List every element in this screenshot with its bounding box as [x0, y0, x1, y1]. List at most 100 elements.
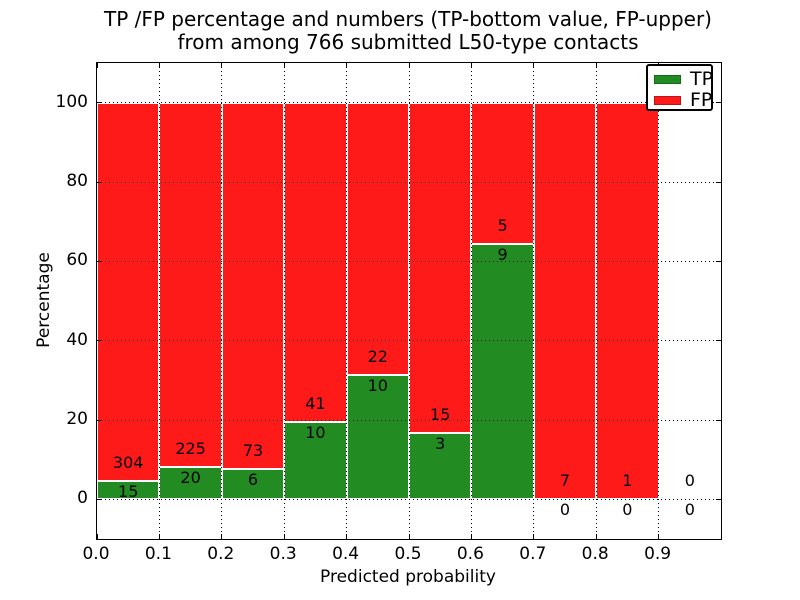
x-tick-label: 0.1 [144, 544, 172, 564]
gridline-horizontal [97, 498, 721, 500]
x-tick-mark [658, 534, 660, 539]
x-tick-mark [283, 534, 285, 539]
bar-segment-tp [159, 466, 222, 500]
y-tick-label: 80 [66, 171, 88, 191]
bar-segment-fp [471, 102, 534, 245]
legend-item-fp: FP [654, 90, 712, 111]
y-tick-label: 20 [66, 409, 88, 429]
tp-count-label: 0 [559, 500, 571, 520]
fp-count-label: 5 [497, 216, 508, 236]
x-tick-mark [533, 63, 535, 68]
x-tick-mark [533, 534, 535, 539]
fp-count-label: 225 [175, 438, 206, 458]
x-tick-mark [470, 63, 472, 68]
y-tick-mark [97, 340, 102, 342]
y-tick-mark [716, 498, 721, 500]
x-tick-label: 0.3 [269, 544, 297, 564]
y-tick-label: 60 [66, 250, 88, 271]
y-tick-mark [716, 181, 721, 183]
y-axis-label: Percentage [34, 252, 54, 348]
legend-label-tp: TP [690, 68, 714, 90]
y-tick-mark [716, 419, 721, 421]
gridline-vertical [158, 63, 160, 539]
gridline-vertical [658, 63, 660, 539]
gridline-horizontal [97, 181, 721, 183]
y-tick-mark [97, 260, 102, 262]
tp-count-label: 15 [118, 481, 139, 501]
bar-segment-tp [409, 433, 472, 500]
gridline-vertical [470, 63, 472, 539]
x-tick-label: 0.7 [519, 544, 547, 564]
x-tick-mark [408, 534, 410, 539]
gridline-horizontal [97, 419, 721, 421]
x-tick-mark [221, 534, 223, 539]
gridline-vertical [221, 63, 223, 539]
tp-count-label: 10 [367, 376, 388, 396]
x-tick-mark [470, 534, 472, 539]
x-tick-label: 0.5 [394, 544, 422, 564]
tp-count-label: 20 [180, 467, 201, 487]
bar-segment-fp [284, 102, 347, 422]
bar-segment-fp [409, 102, 472, 434]
x-tick-mark [96, 534, 98, 539]
bar-segment-tp [97, 480, 160, 500]
gridline-vertical [595, 63, 597, 539]
fp-swatch-icon [654, 96, 681, 105]
y-tick-label: 0 [77, 488, 88, 509]
x-tick-mark [346, 63, 348, 68]
y-tick-mark [716, 340, 721, 342]
x-tick-mark [595, 534, 597, 539]
y-tick-mark [97, 102, 102, 104]
gridline-vertical [533, 63, 535, 539]
bar-segment-tp [284, 421, 347, 500]
bar-segment-fp [97, 102, 160, 481]
x-tick-mark [158, 63, 160, 68]
y-tick-mark [716, 260, 721, 262]
tp-count-label: 6 [247, 470, 259, 490]
x-tick-mark [408, 63, 410, 68]
fp-count-label: 22 [367, 347, 388, 367]
gridline-horizontal [97, 260, 721, 262]
bar-segment-fp [159, 102, 222, 467]
x-tick-label: 0.8 [581, 544, 609, 564]
bar-segment-tp [346, 375, 409, 500]
y-tick-mark [97, 181, 102, 183]
x-tick-mark [346, 534, 348, 539]
fp-count-label: 0 [684, 471, 695, 491]
plot-area: 304 15 225 20 73 6 41 10 22 10 15 3 5 9 7 0 1 0 0 0 [96, 62, 722, 540]
fp-count-label: 304 [112, 452, 144, 472]
legend-item-tp: TP [654, 68, 714, 90]
x-tick-label: 0.9 [644, 544, 672, 564]
tp-count-label: 9 [497, 245, 508, 265]
x-tick-mark [283, 63, 285, 68]
bar-segment-fp [596, 102, 659, 500]
x-tick-label: 0.0 [82, 544, 110, 564]
chart-title: TP /FP percentage and numbers (TP-bottom… [104, 7, 712, 54]
gridline-vertical [346, 63, 348, 539]
gridline-vertical [283, 63, 285, 539]
gridline-horizontal [97, 340, 721, 342]
x-tick-label: 0.6 [456, 544, 484, 564]
y-tick-mark [716, 102, 721, 104]
x-tick-label: 0.2 [207, 544, 235, 564]
y-tick-mark [97, 498, 102, 500]
tp-count-label: 10 [305, 422, 326, 442]
tp-count-label: 0 [622, 500, 633, 520]
bar-segment-fp [346, 102, 409, 376]
y-tick-label: 40 [66, 329, 88, 350]
tp-count-label: 0 [684, 500, 695, 520]
bar-segment-fp [221, 102, 285, 470]
x-tick-mark [158, 534, 160, 539]
fp-count-label: 15 [430, 405, 451, 425]
legend: TP FP [646, 64, 713, 111]
gridline-horizontal [97, 102, 721, 104]
x-axis-label: Predicted probability [320, 567, 496, 587]
fp-count-label: 41 [305, 393, 326, 413]
fp-count-label: 7 [559, 471, 571, 491]
tp-swatch-icon [654, 75, 681, 84]
x-tick-mark [96, 63, 98, 68]
bar-segment-tp [221, 469, 285, 500]
x-tick-label: 0.4 [332, 544, 360, 564]
bar-segment-tp [471, 244, 534, 500]
